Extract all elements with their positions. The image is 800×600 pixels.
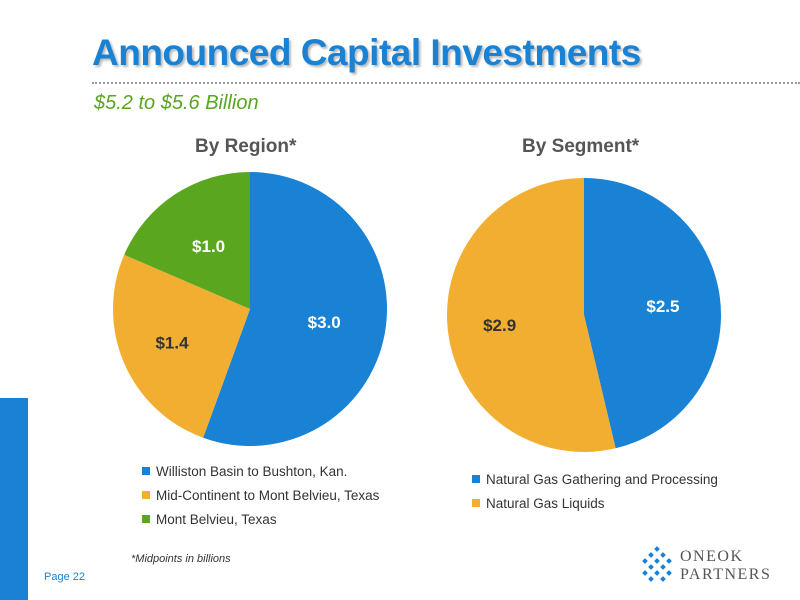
segment-pie-chart: $2.5 $2.9 [446, 178, 721, 452]
slice-value-label: $2.5 [646, 297, 679, 316]
segment-legend: Natural Gas Gathering and Processing Natu… [472, 467, 718, 515]
legend-swatch [142, 515, 150, 523]
legend-item: Mont Belvieu, Texas [142, 507, 379, 531]
pie-slice [446, 178, 616, 452]
legend-label: Mont Belvieu, Texas [156, 511, 277, 527]
region-chart-title: By Region* [195, 136, 297, 157]
slice-value-label: $1.4 [155, 334, 189, 353]
legend-item: Natural Gas Gathering and Processing [472, 467, 718, 491]
page-subtitle: $5.2 to $5.6 Billion [94, 92, 259, 114]
slice-value-label: $1.0 [192, 237, 225, 256]
legend-swatch [142, 467, 150, 475]
pie-slice [113, 254, 250, 438]
pie-slice [124, 172, 250, 309]
oneok-diamond-logo-icon [642, 546, 672, 582]
legend-swatch [472, 475, 480, 483]
legend-label: Mid-Continent to Mont Belvieu, Texas [156, 487, 380, 503]
company-logo: ONEOK PARTNERS [640, 546, 790, 586]
legend-label: Williston Basin to Bushton, Kan. [156, 463, 348, 479]
legend-item: Williston Basin to Bushton, Kan. [142, 459, 379, 483]
segment-chart-title: By Segment* [522, 136, 640, 157]
legend-swatch [142, 491, 150, 499]
slice-value-label: $3.0 [308, 313, 341, 332]
logo-line2: PARTNERS [680, 566, 772, 583]
pie-slice [203, 172, 388, 446]
pie-slice [584, 178, 721, 449]
page-title: Announced Capital Investments [92, 32, 641, 73]
legend-label: Natural Gas Gathering and Processing [486, 471, 718, 487]
legend-item: Natural Gas Liquids [472, 491, 718, 515]
logo-line1: ONEOK [680, 548, 744, 565]
region-pie-chart: $3.0 $1.4 $1.0 [113, 172, 388, 446]
title-divider [92, 82, 800, 84]
side-accent-bar [0, 398, 28, 600]
legend-item: Mid-Continent to Mont Belvieu, Texas [142, 483, 379, 507]
legend-swatch [472, 499, 480, 507]
footnote: *Midpoints in billions [131, 553, 231, 565]
slice-value-label: $2.9 [483, 316, 516, 335]
region-legend: Williston Basin to Bushton, Kan. Mid-Cont… [142, 459, 379, 531]
legend-label: Natural Gas Liquids [486, 495, 605, 511]
page-number: Page 22 [44, 571, 85, 583]
